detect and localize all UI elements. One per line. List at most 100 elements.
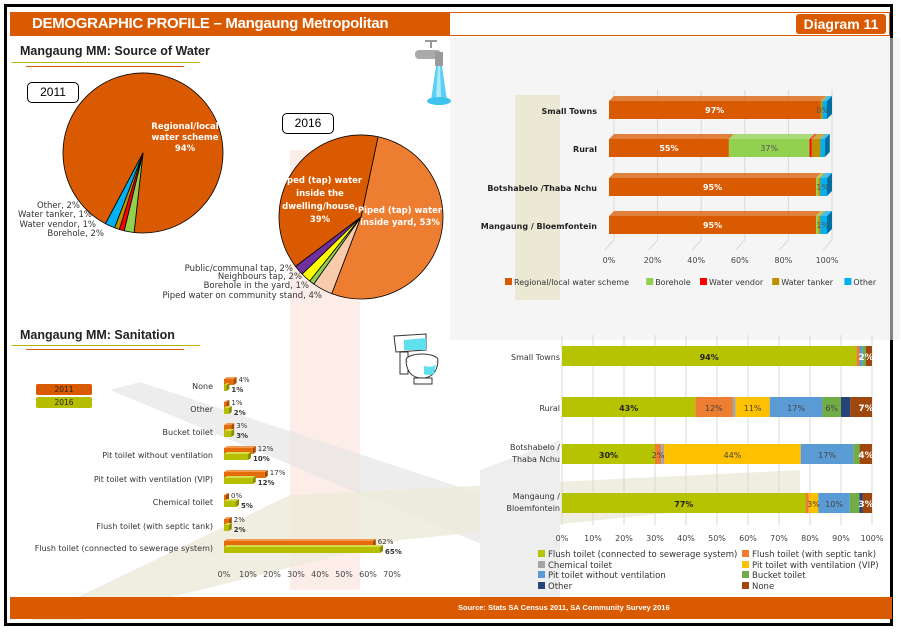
bar-top-borehole xyxy=(816,211,824,216)
water-by-area-chart: 0% 20% 40% 60% 80% 100% Small Towns Rural Botsha… xyxy=(481,90,877,287)
bar-top xyxy=(224,377,237,379)
toilet-icon xyxy=(393,333,439,385)
legend-swatch-water-tanker xyxy=(772,278,780,285)
x-tick-label: 30% xyxy=(646,534,664,543)
bar-top xyxy=(224,493,229,495)
bar-top xyxy=(224,517,232,519)
bar-segment-other xyxy=(820,216,827,234)
bar-segment-bucket-toilet xyxy=(822,397,841,417)
bar-top-water-tanker xyxy=(818,211,826,216)
pie-label-borehole-in-the-yard: Borehole in the yard, 1% xyxy=(204,281,309,291)
x-tick-label: 0% xyxy=(556,534,569,543)
bar-segment-water-tanker xyxy=(811,139,821,157)
x-tick-label: 90% xyxy=(832,534,850,543)
bar-2016 xyxy=(224,408,229,414)
legend-label: Other xyxy=(548,582,573,592)
category-label: Pit toilet without ventilation xyxy=(102,451,213,460)
bg-beige-wedge xyxy=(515,95,560,300)
category-label: Other xyxy=(190,405,213,414)
x-tick-label: 50% xyxy=(335,570,353,579)
data-label: 7% xyxy=(858,404,873,414)
bar-side xyxy=(228,523,232,531)
x-tick-label: 40% xyxy=(677,534,695,543)
bar-segment-regional-local-water-scheme xyxy=(609,216,817,234)
x-tick-label: 20% xyxy=(644,256,662,265)
bar-segment-other xyxy=(859,493,863,513)
bar-top-other xyxy=(820,134,830,139)
x-tick-label: 60% xyxy=(731,256,749,265)
bar-segment-bucket-toilet xyxy=(849,493,860,513)
bar-side xyxy=(231,429,235,437)
data-label: 17% xyxy=(787,404,805,413)
bar-side xyxy=(827,211,832,234)
legend-swatch-regional-local-water-scheme xyxy=(505,278,512,285)
legend-swatch xyxy=(538,550,545,557)
bar-segment-pit-toilet-without-ventilation xyxy=(769,397,823,417)
water-section-rule-orange xyxy=(26,66,184,67)
pie-label-regional-local-water-scheme: Regional/local xyxy=(151,122,218,132)
bar-segment-water-tanker xyxy=(820,101,823,119)
bar-segment-pit-toilet-without-ventilation xyxy=(800,444,854,464)
sanitation-comparison-chart: 0% 10% 20% 30% 40% 50% 60% 70% None 4% 1% Other 1% 2%… xyxy=(35,376,402,579)
data-label: 10% xyxy=(253,455,270,463)
category-label: Rural xyxy=(573,145,597,154)
bar-top-water-tanker xyxy=(811,134,826,139)
bar-2016 xyxy=(224,547,380,553)
x-tick-label: 40% xyxy=(687,256,705,265)
legend-label: Pit toilet with ventilation (VIP) xyxy=(752,561,879,571)
pie-label-piped-inside-yard: inside yard, 53% xyxy=(360,218,440,228)
x-tick-label: 70% xyxy=(770,534,788,543)
data-label: 12% xyxy=(258,479,275,487)
bar-2016 xyxy=(224,501,236,507)
bar-top xyxy=(224,406,232,408)
legend-swatch xyxy=(538,582,545,589)
legend-swatch xyxy=(538,571,545,578)
bar-segment-pit-toilet-with-ventilation-vip xyxy=(735,397,770,417)
x-tick-label: 20% xyxy=(615,534,633,543)
legend-item-chemical-toilet: Chemical toilet xyxy=(538,561,612,571)
bar-side xyxy=(228,406,232,414)
bar-side xyxy=(236,499,239,507)
pie-label-water-vendor: Water vendor, 1% xyxy=(20,220,96,230)
bar-2011 xyxy=(224,541,373,547)
bar-segment-water-tanker xyxy=(818,178,821,196)
bar-2011 xyxy=(224,472,265,478)
bar-segment-flush-toilet-with-septic-tank xyxy=(695,397,733,417)
category-label: None xyxy=(192,382,213,391)
bar-segment-flush-toilet-connected-to-sewerage-system xyxy=(562,444,655,464)
pie-label-piped-inside-dwelling: inside the xyxy=(296,189,344,199)
data-label: 1% xyxy=(231,399,242,407)
legend-swatch xyxy=(742,582,749,589)
sanitation-by-area-chart: 0% 10% 20% 30% 40% 50% 60% 70% 80% 90% 100% Small T… xyxy=(507,335,884,543)
pie-label-regional-local-water-scheme: 94% xyxy=(175,144,196,154)
x-tick-label: 10% xyxy=(239,570,257,579)
legend-item-other: Other xyxy=(538,582,572,592)
data-label: 1% xyxy=(231,386,243,394)
category-label: Pit toilet with ventilation (VIP) xyxy=(94,475,213,484)
category-label: Bucket toilet xyxy=(163,428,213,437)
bar-top xyxy=(224,452,251,454)
bar-top-water-tanker xyxy=(818,173,826,178)
legend-label: None xyxy=(752,582,775,592)
legend-item-bucket-toilet: Bucket toilet xyxy=(742,571,806,581)
legend-swatch xyxy=(742,571,749,578)
category-label: Flush toilet (with septic tank) xyxy=(96,522,213,531)
data-label: 2% xyxy=(858,353,873,363)
gridline-floor xyxy=(648,239,658,251)
data-label: 94% xyxy=(700,353,719,362)
bar-segment-flush-toilet-with-septic-tank xyxy=(805,493,809,513)
bar-2011 xyxy=(224,379,234,385)
bar-side xyxy=(252,476,256,484)
data-label: 6% xyxy=(825,404,838,413)
legend-swatch xyxy=(742,561,749,568)
bar-segment-other xyxy=(822,101,827,119)
legend-item-none: None xyxy=(742,582,774,592)
bar-2011 xyxy=(224,495,226,501)
category-label: Flush toilet (connected to sewerage syst… xyxy=(35,544,213,553)
bar-segment-none xyxy=(865,346,872,366)
bar-2011 xyxy=(224,519,229,525)
water-tap-icon xyxy=(415,40,451,105)
gridline-floor xyxy=(691,239,702,251)
bar-side xyxy=(827,173,832,196)
pie-label-piped-inside-dwelling: dwelling/house, xyxy=(282,202,358,212)
